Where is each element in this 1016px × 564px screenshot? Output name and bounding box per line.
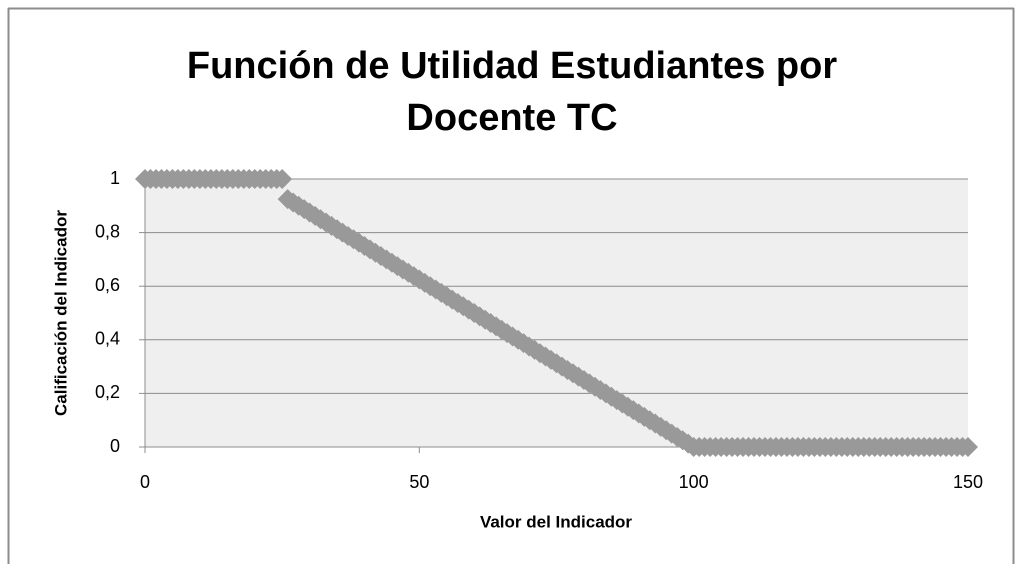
y-tick-label: 0 <box>110 436 120 456</box>
y-tick-label: 0,6 <box>95 275 120 295</box>
y-tick-label: 0,8 <box>95 221 120 241</box>
marker <box>272 169 293 189</box>
x-tick-label: 100 <box>679 472 709 492</box>
marker <box>958 437 978 457</box>
x-tick-label: 150 <box>953 472 983 492</box>
x-tick-label: 0 <box>140 472 150 492</box>
y-tick-label: 1 <box>110 168 120 188</box>
y-tick-label: 0,4 <box>95 329 120 349</box>
chart-title: Función de Utilidad Estudiantes por Doce… <box>186 45 838 139</box>
x-axis-title: Valor del Indicador <box>480 512 632 531</box>
x-tick-label: 50 <box>409 472 429 492</box>
y-tick-label: 0,2 <box>95 382 120 402</box>
plot-area <box>145 179 968 447</box>
y-axis-title: Calificación del Indicador <box>51 210 70 416</box>
